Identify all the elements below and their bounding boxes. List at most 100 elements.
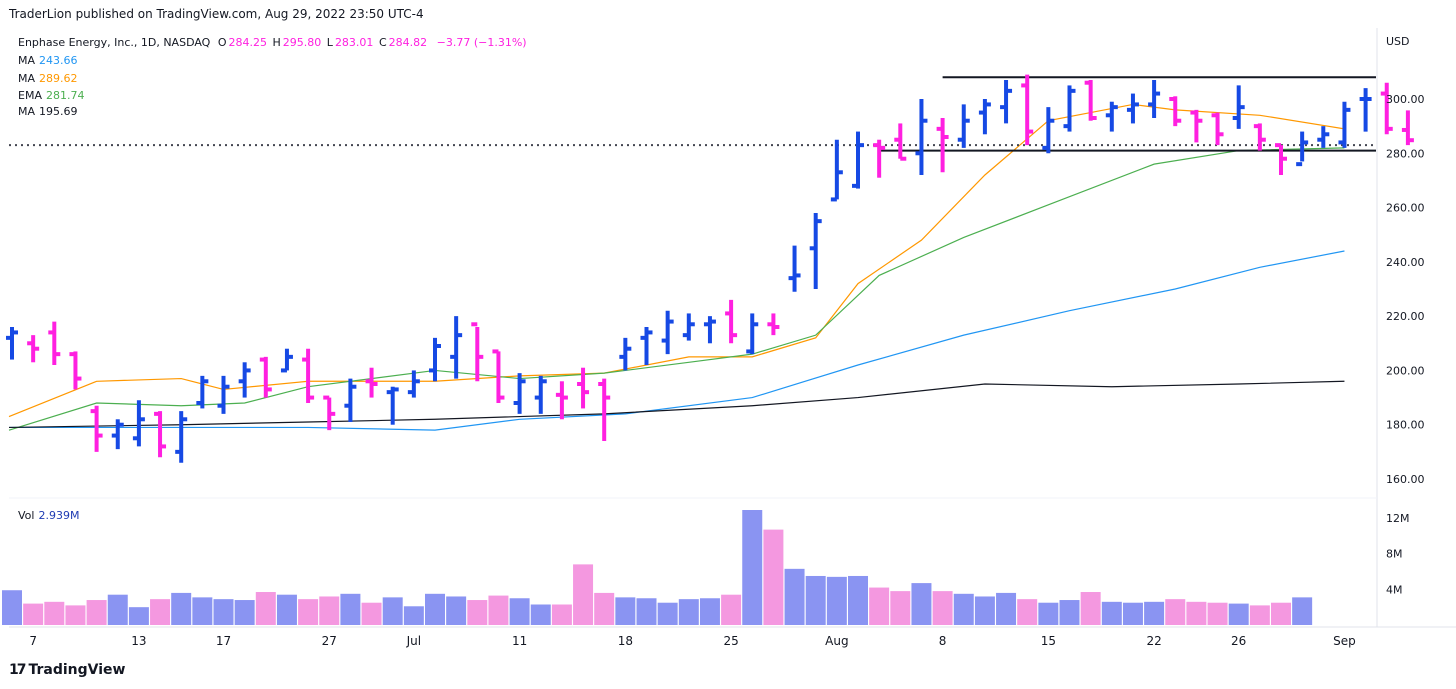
indicator-legend-ma-orange: MA 289.62: [18, 72, 78, 85]
volume-tick-label: 12M: [1386, 512, 1410, 525]
currency-label: USD: [1386, 35, 1410, 48]
volume-bar: [44, 601, 65, 625]
time-tick-label: 8: [939, 634, 947, 648]
volume-bar: [573, 564, 594, 625]
indicator-value: 243.66: [39, 54, 78, 67]
volume-bar: [848, 575, 868, 625]
indicator-legend-ema-green: EMA 281.74: [18, 89, 84, 102]
volume-bar: [65, 605, 86, 625]
volume-bar: [678, 599, 699, 625]
volume-bar: [128, 607, 149, 625]
publisher-line: TraderLion published on TradingView.com,…: [9, 7, 424, 21]
volume-bar: [890, 591, 911, 625]
volume-bar: [1080, 592, 1101, 625]
volume-bar: [213, 599, 234, 625]
volume-bar: [1017, 599, 1038, 625]
time-tick-label: 17: [216, 634, 231, 648]
axes: USD 300.00 280.00 260.00 240.00 220.00 200.00…: [9, 28, 1456, 648]
volume-bar: [446, 596, 467, 625]
volume-bar: [298, 599, 319, 625]
high-label: H: [272, 36, 281, 49]
volume-bar: [403, 606, 424, 625]
symbol-legend: Enphase Energy, Inc., 1D, NASDAQ O 284.25…: [18, 36, 529, 49]
volume-tick-label: 8M: [1386, 548, 1403, 561]
volume-bar: [742, 510, 763, 625]
volume-bar: [932, 591, 953, 625]
volume-bar: [974, 596, 995, 625]
time-tick-label: 25: [723, 634, 738, 648]
ohlc-bars: [6, 74, 1414, 463]
time-tick-label: 18: [618, 634, 633, 648]
volume-value: 2.939M: [38, 509, 80, 522]
volume-bar: [509, 598, 530, 625]
volume-bar: [615, 597, 636, 625]
volume-bar: [721, 594, 742, 625]
volume-bar: [382, 597, 403, 625]
close-value: 284.82: [388, 36, 428, 49]
volume-bar: [1122, 602, 1143, 625]
volume-bar: [1038, 602, 1059, 625]
volume-bar: [1271, 602, 1291, 625]
volume-bar: [340, 593, 361, 625]
high-value: 295.80: [282, 36, 322, 49]
volume-bar: [2, 590, 22, 625]
volume-bar: [551, 604, 572, 625]
symbol-title: Enphase Energy, Inc., 1D, NASDAQ: [18, 36, 211, 49]
volume-bar: [1165, 599, 1186, 625]
price-tick-label: 280.00: [1386, 147, 1425, 160]
volume-bar: [488, 595, 509, 625]
price-tick-label: 220.00: [1386, 310, 1425, 323]
ma-black-line: [8, 380, 1345, 429]
ema-green-line: [8, 147, 1345, 431]
price-tick-label: 180.00: [1386, 419, 1425, 432]
volume-bar: [657, 602, 678, 625]
price-tick-label: 260.00: [1386, 202, 1425, 215]
time-tick-label: 13: [131, 634, 146, 648]
volume-bar: [911, 583, 932, 625]
volume-bar: [150, 599, 171, 625]
indicator-value: 281.74: [45, 89, 85, 102]
close-label: C: [378, 36, 387, 49]
volume-bar: [171, 592, 192, 625]
indicator-legend-ma-blue: MA 243.66: [18, 54, 78, 67]
volume-bar: [276, 594, 297, 625]
ma-blue-line: [9, 250, 1345, 431]
volume-bar: [23, 603, 44, 625]
volume-bar: [107, 594, 128, 625]
volume-bar: [1186, 601, 1207, 625]
tradingview-logo-icon: 17: [9, 662, 27, 678]
volume-tick-label: 4M: [1386, 583, 1403, 596]
volume-bar: [1292, 597, 1313, 625]
indicator-label: MA: [18, 54, 36, 67]
volume-bars: [2, 510, 1313, 625]
volume-bar: [1228, 603, 1249, 625]
indicator-value: 195.69: [39, 105, 78, 118]
volume-bar: [192, 597, 213, 625]
brand-name: TradingView: [28, 662, 126, 678]
volume-bar: [636, 598, 657, 625]
volume-bar: [86, 600, 107, 625]
volume-bar: [255, 592, 276, 625]
price-tick-label: 240.00: [1386, 256, 1425, 269]
time-tick-label: Aug: [825, 634, 848, 648]
volume-bar: [996, 592, 1017, 625]
time-tick-label: 15: [1041, 634, 1056, 648]
volume-bar: [869, 587, 890, 625]
volume-bar: [361, 602, 382, 625]
time-tick-label: Sep: [1333, 634, 1356, 648]
change-value: −3.77 (−1.31%): [436, 36, 527, 49]
volume-bar: [953, 593, 974, 625]
volume-bar: [763, 529, 784, 625]
volume-legend: Vol 2.939M: [18, 509, 79, 522]
price-tick-label: 200.00: [1386, 364, 1425, 377]
volume-bar: [1059, 600, 1080, 625]
time-tick-label: 22: [1146, 634, 1161, 648]
volume-bar: [425, 593, 445, 625]
tradingview-brand: 17 TradingView: [9, 662, 125, 678]
volume-bar: [784, 568, 805, 625]
open-label: O: [217, 36, 227, 49]
low-value: 283.01: [334, 36, 374, 49]
time-tick-label: 11: [512, 634, 527, 648]
time-tick-label: 26: [1231, 634, 1246, 648]
